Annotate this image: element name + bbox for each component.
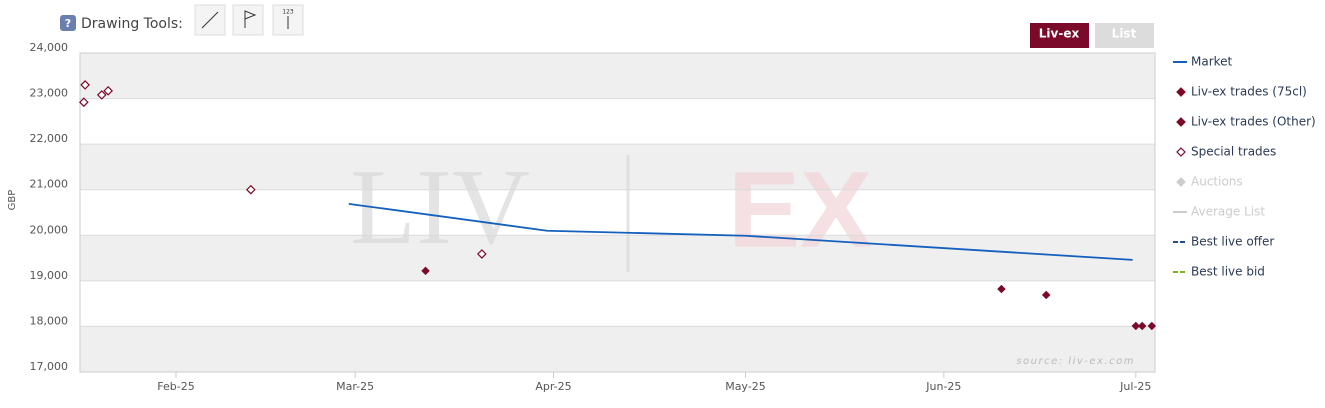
x-tick-label: Jun-25 bbox=[925, 380, 961, 393]
legend-symbol bbox=[1176, 117, 1186, 127]
point bbox=[421, 266, 430, 276]
legend-label[interactable]: Auctions bbox=[1191, 175, 1243, 189]
point bbox=[245, 184, 256, 195]
x-tick-label: May-25 bbox=[725, 380, 766, 393]
legend-symbol bbox=[1176, 147, 1186, 157]
legend-label[interactable]: Best live bid bbox=[1191, 265, 1265, 279]
point bbox=[1147, 321, 1157, 331]
flag-tool[interactable] bbox=[232, 4, 264, 36]
y-tick-label: 17,000 bbox=[30, 360, 69, 373]
help-text: ? bbox=[65, 17, 71, 30]
y-tick-label: 18,000 bbox=[30, 314, 69, 327]
point bbox=[103, 85, 114, 96]
legend-label[interactable]: Best live offer bbox=[1191, 235, 1274, 249]
point bbox=[1041, 290, 1051, 300]
point bbox=[476, 249, 487, 259]
x-tick-label: Apr-25 bbox=[535, 380, 571, 393]
plot-band bbox=[80, 144, 1155, 190]
livex-button-text: Liv-ex bbox=[1039, 27, 1080, 41]
legend-label[interactable]: Average List bbox=[1191, 205, 1265, 219]
y-tick-label: 19,000 bbox=[30, 269, 69, 282]
legend-label[interactable]: Liv-ex trades (Other) bbox=[1191, 115, 1316, 129]
label-icon-text: 123 bbox=[282, 9, 294, 16]
flag-icon bbox=[244, 10, 257, 28]
series-line bbox=[348, 202, 1133, 261]
line-icon bbox=[201, 11, 219, 29]
x-tick-label: Feb-25 bbox=[157, 380, 194, 393]
plot-band bbox=[80, 326, 1155, 372]
plot-band bbox=[80, 98, 1155, 145]
legend-symbol bbox=[1176, 177, 1186, 187]
point bbox=[78, 97, 89, 108]
legend-label[interactable]: Special trades bbox=[1191, 145, 1276, 159]
y-tick-label: 21,000 bbox=[30, 178, 69, 191]
point bbox=[1137, 321, 1147, 331]
point bbox=[997, 284, 1006, 294]
toolbar-label: Drawing Tools: bbox=[81, 16, 183, 32]
y-tick-label: 24,000 bbox=[30, 41, 69, 54]
y-tick-label: 22,000 bbox=[30, 132, 69, 145]
livex-button[interactable] bbox=[1030, 23, 1089, 48]
plot-border bbox=[79, 52, 1156, 373]
legend-label[interactable]: Market bbox=[1191, 55, 1233, 69]
list-button-text: List bbox=[1112, 27, 1137, 41]
plot-band bbox=[80, 235, 1155, 281]
legend-symbol bbox=[1176, 87, 1186, 97]
y-tick-label: 20,000 bbox=[30, 223, 69, 236]
source: source: liv-ex.com bbox=[1016, 356, 1135, 367]
legend-label[interactable]: Liv-ex trades (75cl) bbox=[1191, 85, 1307, 99]
watermark: EX bbox=[728, 149, 872, 270]
y-tick-label: 23,000 bbox=[30, 87, 69, 100]
x-tick-label: Mar-25 bbox=[336, 380, 374, 393]
y-axis-label: GBP bbox=[7, 190, 18, 211]
point bbox=[80, 80, 90, 90]
help-icon[interactable] bbox=[60, 15, 76, 31]
plot-band bbox=[80, 280, 1155, 327]
plot-band bbox=[80, 189, 1155, 236]
list-button[interactable] bbox=[1095, 23, 1154, 48]
x-tick-label: Jul-25 bbox=[1119, 380, 1151, 393]
plot-band bbox=[80, 53, 1155, 99]
point bbox=[1131, 321, 1141, 331]
point bbox=[96, 90, 107, 100]
